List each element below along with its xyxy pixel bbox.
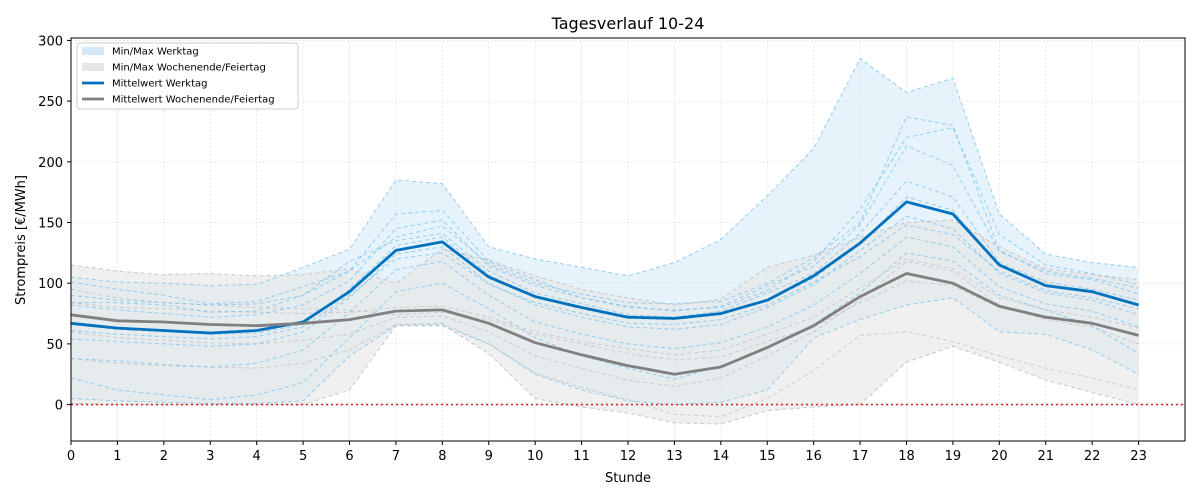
daily-line-weekend [70,260,1139,387]
x-tick-label: 2 [160,449,168,464]
x-tick-label: 11 [573,449,590,464]
x-axis-label: Stunde [605,471,651,486]
mean-line-weekend [70,272,1139,376]
y-axis-label: Strompreis [€/MWh] [14,175,29,305]
y-axis-ticks: 0 50 100 150 200 250 300 [38,34,71,414]
daily-line-weekend [70,258,1139,356]
legend-item-weekend-mean-label: Mittelwert Wochenende/Feiertag [112,95,275,106]
legend-item-weekend-band-label: Min/Max Wochenende/Feiertag [112,63,266,74]
daily-line-weekday [70,215,1139,347]
y-tick-label: 250 [38,95,63,110]
y-tick-label: 300 [38,34,63,49]
y-tick-label: 150 [38,217,63,232]
x-tick-label: 17 [852,449,869,464]
daily-line-weekday [70,116,1139,306]
y-tick-label: 50 [46,338,63,353]
daily-line-weekday [70,252,1139,401]
x-tick-label: 13 [666,449,683,464]
daily-line-max [70,57,1139,287]
mean-line-weekday [70,200,1139,335]
daily-lines [70,57,1139,425]
x-axis-ticks: 0 1 2 3 4 5 6 7 8 9 10 11 12 13 14 15 16 17 18 19 20 21 22 23 [67,441,1147,464]
x-tick-label: 8 [438,449,446,464]
x-tick-label: 4 [253,449,261,464]
chart-title: Tagesverlauf 10-24 [551,14,705,33]
legend-item-weekday-mean-label: Mittelwert Werktag [112,79,207,90]
x-tick-label: 7 [392,449,400,464]
legend-item-weekday-band-label: Min/Max Werktag [112,47,199,58]
y-tick-label: 200 [38,156,63,171]
x-tick-label: 18 [898,449,915,464]
legend-box [76,42,299,110]
x-tick-label: 14 [713,449,730,464]
x-tick-label: 15 [759,449,776,464]
y-tick-label: 100 [38,277,63,292]
x-tick-label: 22 [1084,449,1101,464]
daily-line-weekday [70,236,1139,368]
legend-item-weekday-band-swatch [82,47,104,55]
daily-line-weekday [70,145,1139,312]
x-tick-label: 19 [945,449,962,464]
daily-line-max [70,219,1139,306]
x-tick-label: 16 [805,449,822,464]
y-tick-label: 0 [55,399,63,414]
x-tick-label: 0 [67,449,75,464]
x-tick-label: 9 [485,449,493,464]
daily-line-weekday [71,180,1139,318]
x-tick-label: 5 [299,449,307,464]
daily-line-weekday [70,127,1139,318]
mean-lines [70,200,1139,376]
daily-line-weekday [70,224,1139,340]
daily-line-weekend [70,280,1139,361]
legend: Min/Max Werktag Min/Max Wochenende/Feiert… [76,42,299,110]
x-tick-label: 21 [1037,449,1054,464]
x-tick-label: 3 [206,449,214,464]
x-tick-label: 12 [620,449,637,464]
daily-line-min [70,297,1139,406]
x-tick-label: 1 [113,449,121,464]
daily-line-weekday [70,196,1139,335]
daily-line-weekend [70,322,1139,418]
x-tick-label: 23 [1130,449,1147,464]
daily-line-min [70,323,1139,425]
legend-item-weekend-band-swatch [82,63,104,71]
x-tick-label: 6 [345,449,353,464]
x-tick-label: 10 [527,449,544,464]
x-tick-label: 20 [991,449,1008,464]
